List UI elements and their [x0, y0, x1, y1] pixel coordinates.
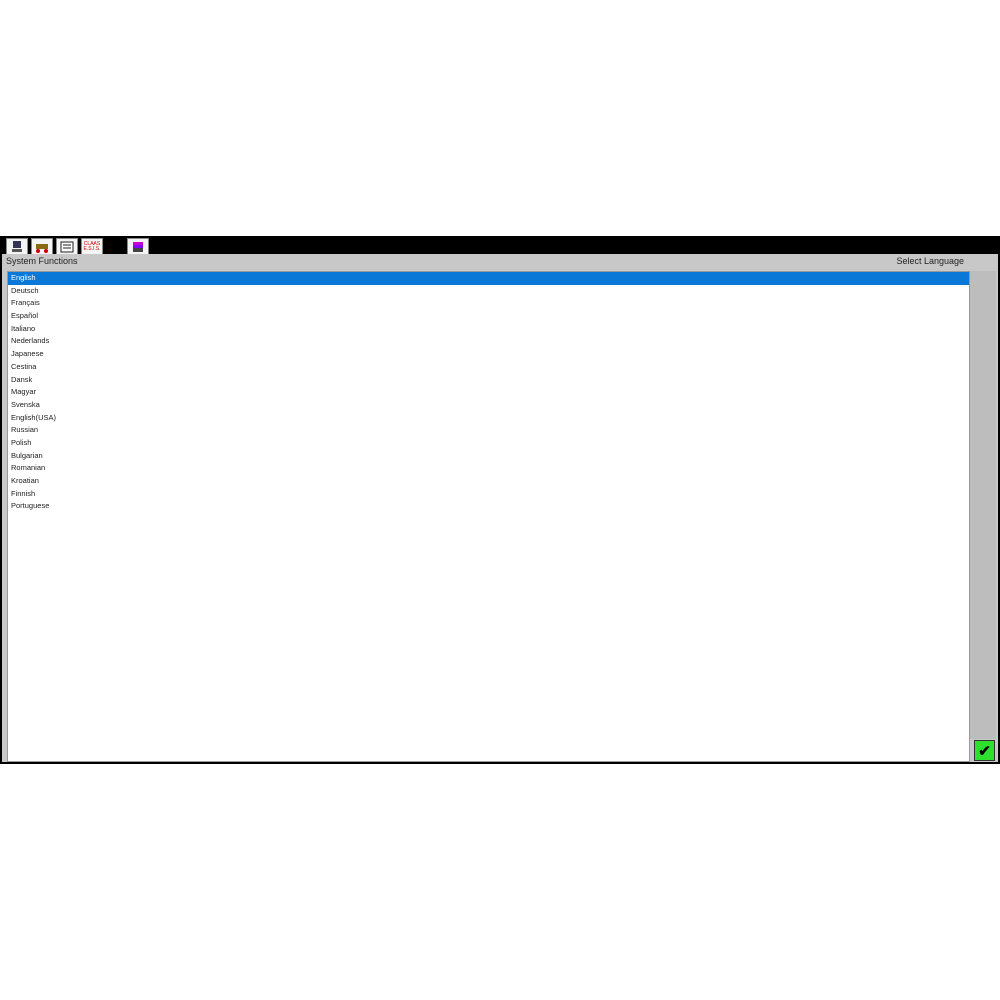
- language-item[interactable]: Polish: [11, 437, 32, 447]
- language-item[interactable]: Finnish: [11, 488, 36, 498]
- confirm-button[interactable]: ✔: [974, 740, 995, 761]
- section-title: System Functions: [6, 256, 78, 266]
- scrollbar[interactable]: [970, 271, 996, 739]
- tractor-icon[interactable]: [31, 238, 53, 255]
- language-item[interactable]: English: [8, 272, 969, 285]
- language-item[interactable]: Russian: [11, 425, 39, 435]
- computer-icon[interactable]: [6, 238, 28, 255]
- toolbar: CLAAS E.S.I.S.: [6, 236, 149, 255]
- checkmark-icon: ✔: [978, 742, 991, 760]
- books-icon[interactable]: [127, 238, 149, 255]
- language-item[interactable]: Svenska: [11, 399, 40, 409]
- language-item[interactable]: Japanese: [11, 349, 44, 359]
- language-panel: System Functions Select Language English…: [2, 254, 998, 762]
- language-item[interactable]: Bulgarian: [11, 450, 43, 460]
- language-item[interactable]: English(USA): [11, 412, 57, 422]
- language-item[interactable]: Nederlands: [11, 336, 50, 346]
- language-item[interactable]: Portuguese: [11, 501, 50, 511]
- language-item[interactable]: Italiano: [11, 323, 36, 333]
- claas-esis-icon[interactable]: CLAAS E.S.I.S.: [81, 238, 103, 255]
- language-item[interactable]: Español: [11, 311, 39, 321]
- language-item[interactable]: Dansk: [11, 374, 33, 384]
- language-item[interactable]: Cestina: [11, 361, 37, 371]
- language-item[interactable]: Français: [11, 298, 40, 308]
- language-item[interactable]: Deutsch: [11, 285, 39, 295]
- page-title: Select Language: [896, 256, 964, 266]
- document-icon[interactable]: [56, 238, 78, 255]
- language-item[interactable]: Romanian: [11, 463, 46, 473]
- language-item[interactable]: Kroatian: [11, 476, 39, 485]
- application-window: CLAAS E.S.I.S. System Functions Select L…: [0, 236, 1000, 764]
- language-item[interactable]: Magyar: [11, 387, 37, 397]
- language-list: English Deutsch Français Español Italiano Ned…: [7, 271, 970, 762]
